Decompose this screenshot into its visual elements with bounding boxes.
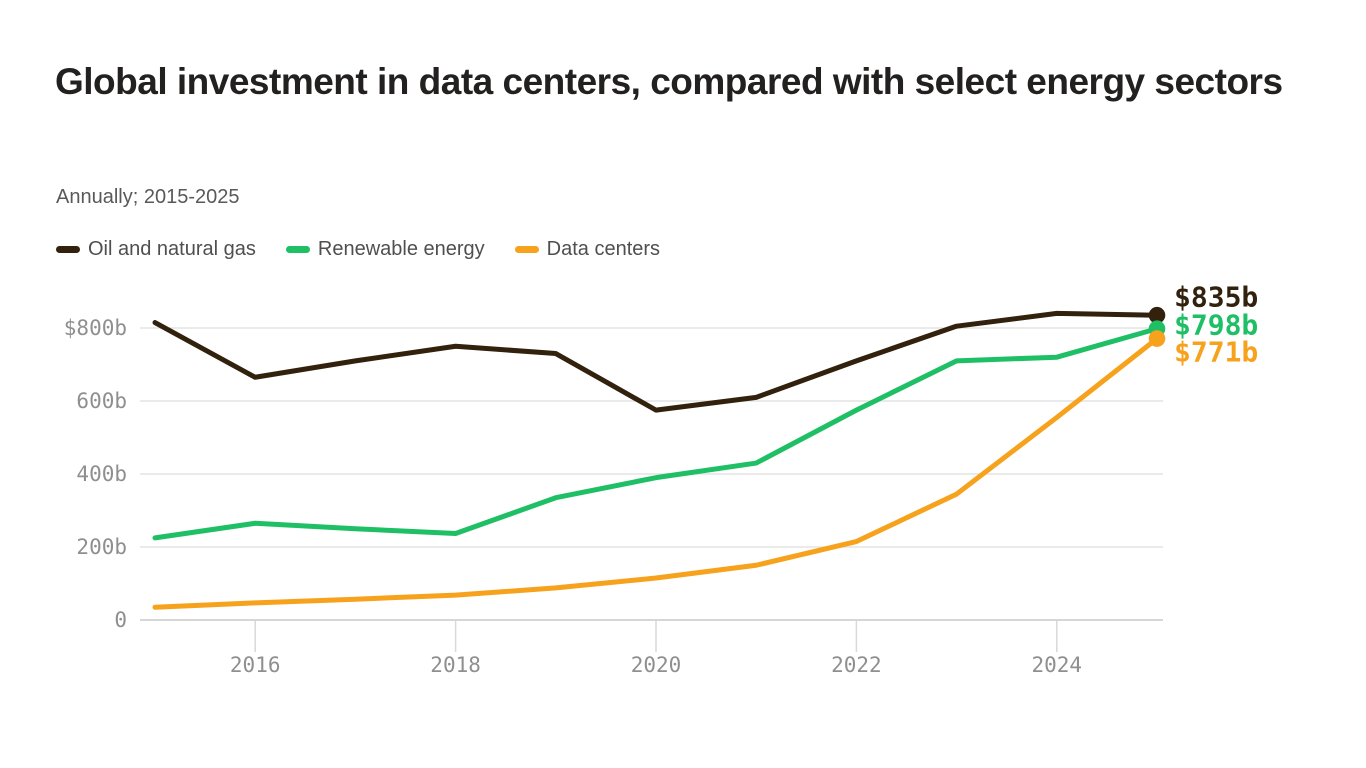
legend: Oil and natural gas Renewable energy Data … <box>56 237 660 261</box>
series-line-renewable-energy <box>152 326 1160 541</box>
y-tick-label-400: 400b <box>76 462 127 486</box>
y-tick-label-200: 200b <box>76 535 127 559</box>
y-tick-label-0: 0 <box>114 608 127 632</box>
y-tick-label-800: $800b <box>64 316 127 340</box>
legend-swatch-renewable-energy <box>285 245 310 253</box>
chart-subtitle: Annually; 2015-2025 <box>56 186 240 208</box>
x-tick-label-2020: 2020 <box>631 653 682 677</box>
legend-item-oil-and-natural-gas: Oil and natural gas <box>56 238 256 261</box>
end-value-label-oil-and-natural-gas: $835b <box>1174 281 1258 314</box>
legend-label-data-centers: Data centers <box>546 237 661 260</box>
x-tick-label-2016: 2016 <box>230 653 281 677</box>
x-tick-label-2024: 2024 <box>1032 653 1083 677</box>
x-tick-label-2022: 2022 <box>831 653 882 677</box>
legend-item-data-centers: Data centers <box>514 237 661 261</box>
legend-swatch-data-centers <box>514 245 539 253</box>
end-value-label-data-centers: $771b <box>1174 336 1258 369</box>
x-tick-label-2018: 2018 <box>430 653 481 677</box>
endpoint-dot-oil-and-natural-gas <box>1148 306 1166 324</box>
legend-swatch-oil-and-natural-gas <box>56 245 80 253</box>
series-line-data-centers <box>152 336 1160 610</box>
y-tick-label-600: 600b <box>76 389 127 413</box>
end-value-label-renewable-energy: $798b <box>1174 309 1258 342</box>
series-line-oil-and-natural-gas <box>152 310 1160 413</box>
page-title: Global investment in data centers, compa… <box>55 61 1283 102</box>
endpoint-dot-data-centers <box>1148 330 1166 347</box>
legend-item-renewable-energy: Renewable energy <box>285 237 485 261</box>
legend-label-renewable-energy: Renewable energy <box>317 237 485 260</box>
legend-label-oil-and-natural-gas: Oil and natural gas <box>88 237 256 260</box>
